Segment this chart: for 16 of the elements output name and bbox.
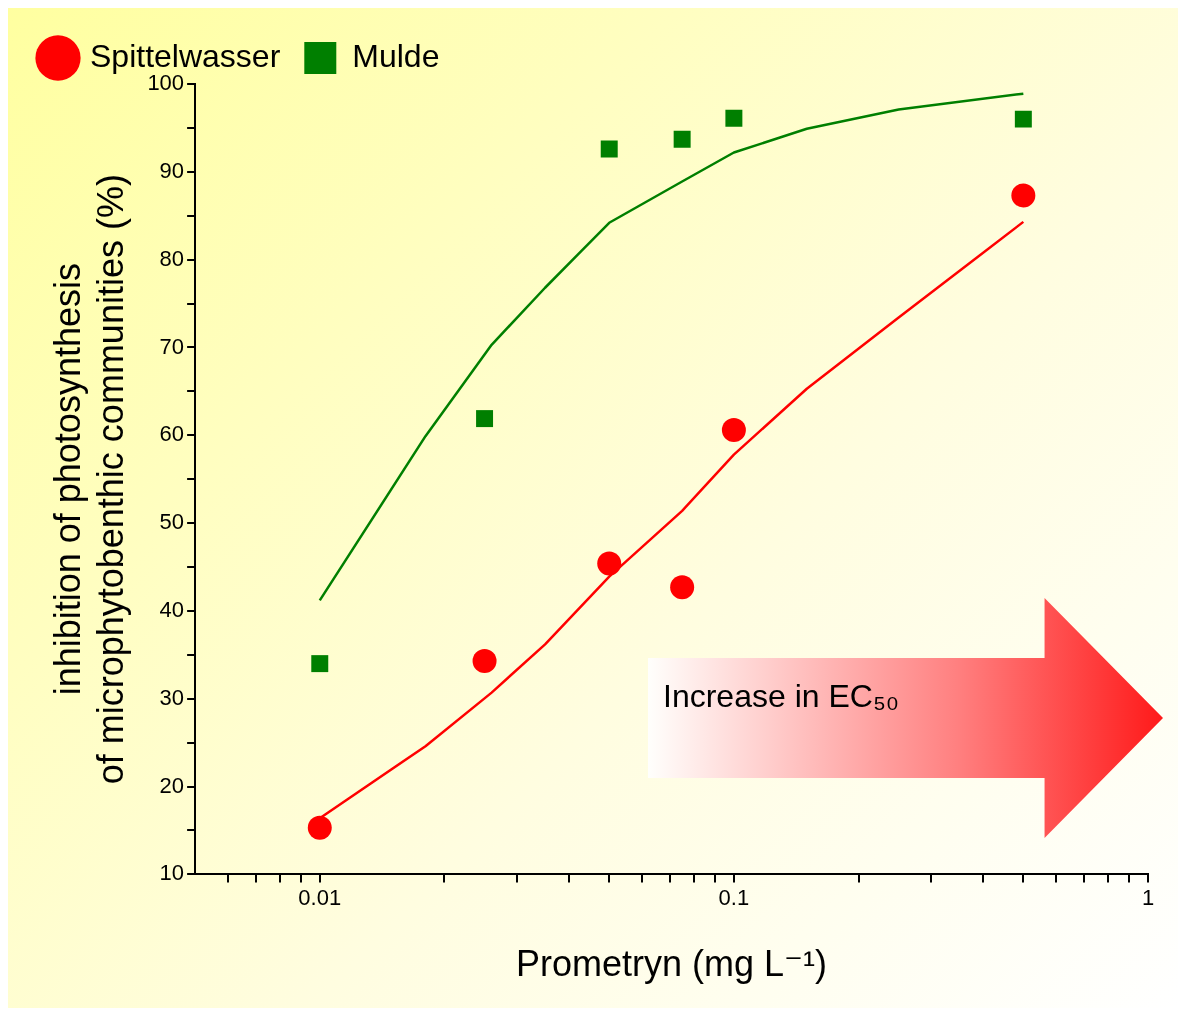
y-tick-label: 90 (159, 157, 185, 183)
y-tick-label: 30 (159, 684, 185, 710)
y-axis-title: inhibition of photosynthesis of microphytobenthic communities (%) (46, 174, 131, 785)
y-tick-label: 70 (159, 333, 185, 359)
y-tick-label: 60 (159, 421, 185, 447)
x-tick-label: 0.01 (298, 884, 342, 910)
annotation: Increase in EC₅₀ (663, 678, 900, 715)
legend-label: Mulde (352, 37, 440, 74)
y-tick-label: 80 (159, 245, 185, 271)
x-tick-label: 0.1 (718, 884, 750, 910)
y-tick-label: 10 (159, 860, 185, 886)
x-axis-title: Prometryn (mg L⁻¹) (516, 943, 828, 985)
y-tick-label: 50 (159, 509, 185, 535)
y-tick-label: 20 (159, 772, 185, 798)
y-tick-label: 40 (159, 597, 185, 622)
x-tick-label: 1 (1141, 884, 1155, 910)
